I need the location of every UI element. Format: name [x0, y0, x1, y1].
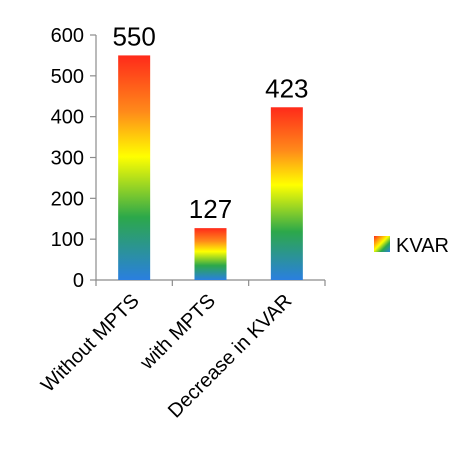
y-tick-label: 300: [51, 148, 84, 170]
y-tick-label: 0: [73, 270, 84, 292]
data-label: 550: [112, 21, 155, 51]
data-label: 423: [265, 73, 308, 103]
y-tick-label: 600: [51, 25, 84, 47]
data-labels: 550 127 423: [112, 21, 308, 224]
legend-swatch: [374, 236, 390, 252]
y-tick-label: 400: [51, 107, 84, 129]
bar: [118, 55, 151, 280]
bars: [118, 55, 303, 281]
bar: [270, 107, 303, 281]
legend: KVAR: [374, 235, 449, 257]
category-label: Without MPTS: [37, 290, 144, 397]
y-tick-labels: 0 100 200 300 400 500 600: [51, 25, 84, 292]
bar: [194, 228, 227, 280]
data-label: 127: [189, 194, 232, 224]
y-tick-label: 200: [51, 188, 84, 210]
y-tick-label: 500: [51, 66, 84, 88]
legend-label: KVAR: [396, 235, 449, 257]
y-tick-label: 100: [51, 229, 84, 251]
category-label: with MPTS: [135, 290, 220, 375]
